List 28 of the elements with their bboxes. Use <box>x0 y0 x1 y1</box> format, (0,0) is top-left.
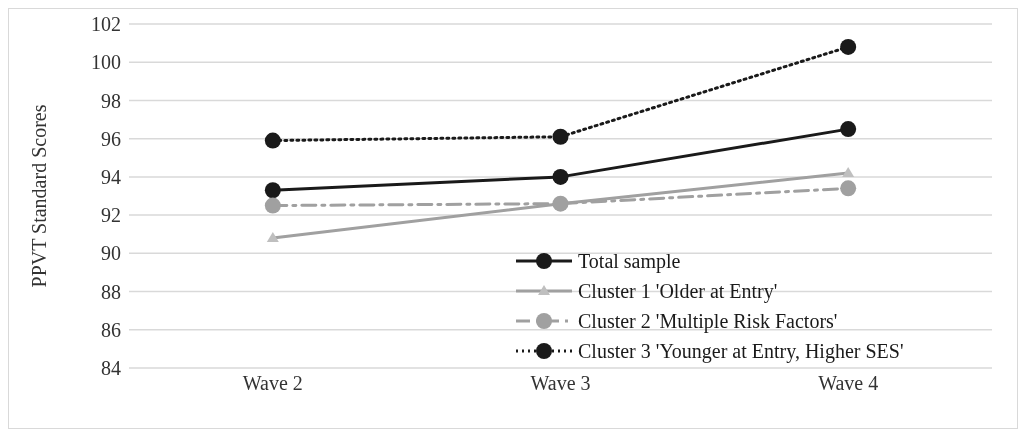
point <box>840 121 857 138</box>
point <box>552 128 569 145</box>
point <box>840 38 857 55</box>
y-axis-title: PPVT Standard Scores <box>28 104 51 288</box>
legend-label: Total sample <box>578 249 681 275</box>
y-tick-label: 96 <box>101 127 121 150</box>
y-tick-label: 84 <box>101 357 121 380</box>
point <box>264 182 281 199</box>
legend-label: Cluster 1 'Older at Entry' <box>578 279 778 305</box>
point <box>266 232 279 243</box>
point <box>842 167 855 178</box>
y-tick-label: 94 <box>101 165 121 188</box>
y-tick-label: 90 <box>101 242 121 265</box>
y-tick-label: 98 <box>101 89 121 112</box>
point <box>264 132 281 149</box>
legend-label: Cluster 2 'Multiple Risk Factors' <box>578 309 838 335</box>
y-tick-label: 86 <box>101 318 121 341</box>
x-tick-label: Wave 2 <box>242 372 303 395</box>
y-tick-label: 100 <box>91 51 121 74</box>
y-tick-label: 88 <box>101 280 121 303</box>
point <box>264 197 281 214</box>
x-tick-label: Wave 4 <box>818 372 879 395</box>
x-tick-label: Wave 3 <box>530 372 591 395</box>
y-tick-label: 102 <box>91 13 121 36</box>
point <box>552 168 569 185</box>
y-tick-label: 92 <box>101 204 121 227</box>
legend-label: Cluster 3 'Younger at Entry, Higher SES' <box>578 339 904 365</box>
point <box>840 180 857 197</box>
